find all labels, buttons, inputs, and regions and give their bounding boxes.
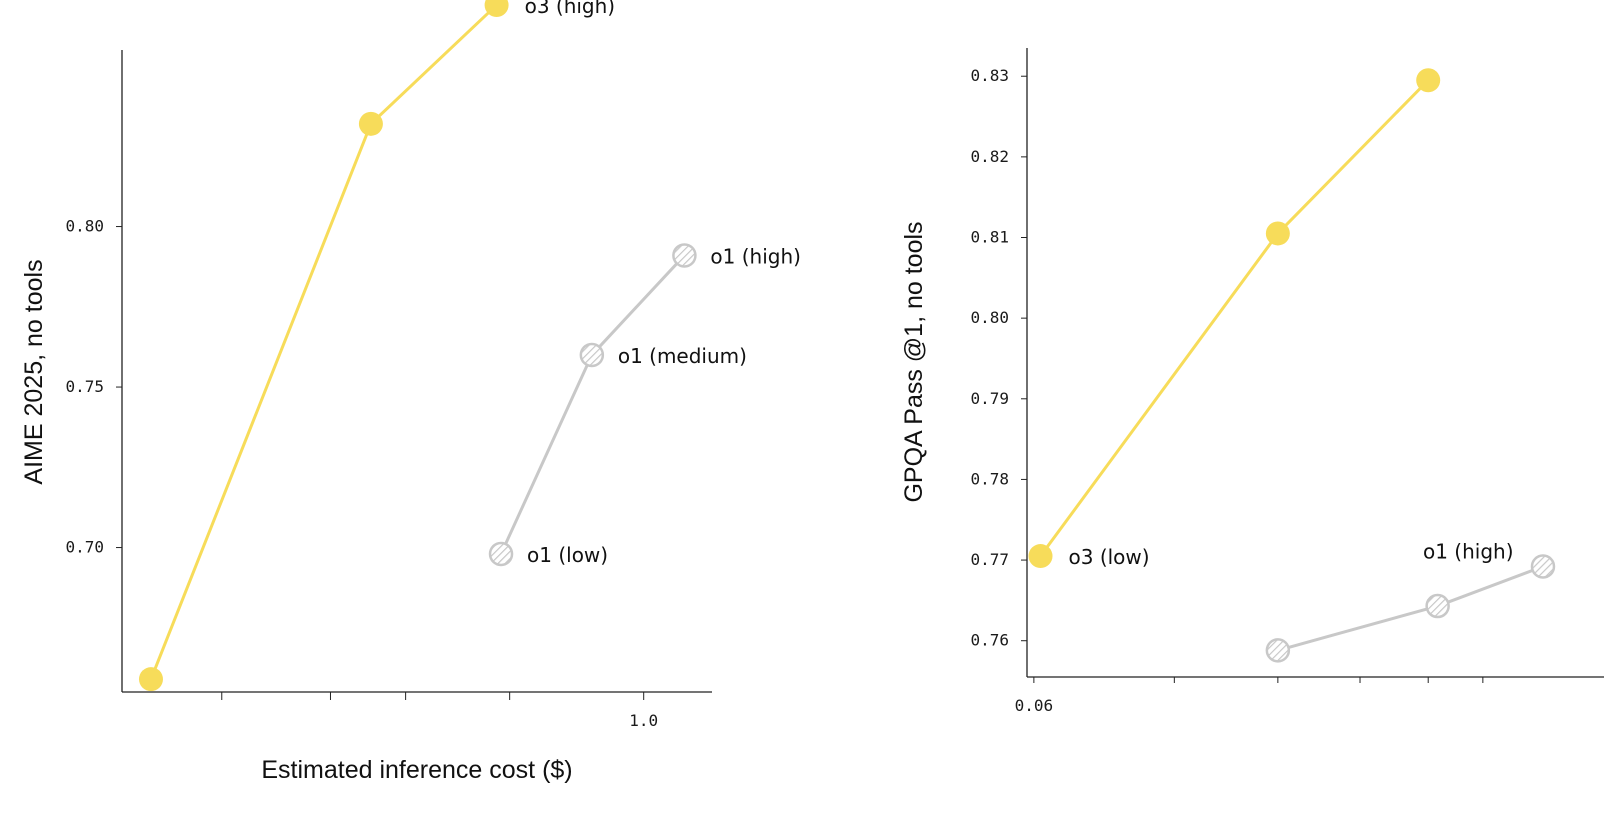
gpqa-point-labels: o3 (low) o1 (high) (1069, 540, 1514, 570)
aime-ticks: 0.70 0.75 0.80 1.0 (65, 217, 658, 730)
aime-o3-line (149, 3, 498, 680)
gpqa-o1-point (1265, 638, 1291, 663)
aime-chart: 0.70 0.75 0.80 1.0 o3 (high) o1 (low) o1 (med… (20, 0, 801, 784)
aime-o3-point (358, 111, 383, 136)
gpqa-y-tick-label: 0.77 (970, 550, 1009, 569)
gpqa-y-tick-label: 0.76 (970, 631, 1009, 650)
aime-y-axis-title: AIME 2025, no tools (20, 259, 48, 484)
gpqa-ticks: 0.76 0.77 0.78 0.79 0.80 0.81 0.82 0.83 0.06 (970, 66, 1484, 715)
gpqa-y-axis-title: GPQA Pass @1, no tools (900, 221, 928, 502)
gpqa-o3-point (1265, 221, 1290, 246)
gpqa-y-tick-label: 0.81 (970, 228, 1009, 247)
gpqa-y-tick-label: 0.80 (970, 308, 1009, 327)
aime-o3-point (484, 0, 509, 18)
aime-points (138, 0, 697, 692)
gpqa-o1-point (1530, 554, 1556, 579)
gpqa-o3-point (1028, 544, 1053, 569)
aime-o1-point-label: o1 (low) (527, 543, 608, 567)
aime-y-tick-label: 0.75 (65, 377, 104, 396)
aime-o3-point (138, 667, 163, 692)
gpqa-o1-point-label: o1 (high) (1423, 540, 1514, 564)
gpqa-o3-point (1416, 68, 1441, 93)
aime-o1-point-label: o1 (medium) (618, 344, 747, 368)
aime-o1-point-label: o1 (high) (710, 244, 801, 268)
aime-y-tick-label: 0.80 (65, 217, 104, 236)
gpqa-y-tick-label: 0.78 (970, 469, 1009, 488)
aime-o1-line (499, 254, 686, 555)
aime-o1-point (488, 541, 514, 567)
gpqa-o3-point-label: o3 (low) (1069, 545, 1150, 569)
gpqa-y-tick-label: 0.79 (970, 389, 1009, 408)
aime-series-lines (149, 3, 686, 680)
gpqa-o3-line (1039, 79, 1430, 557)
gpqa-points (1028, 68, 1556, 663)
gpqa-o1-point (1425, 593, 1450, 619)
gpqa-y-tick-label: 0.83 (970, 66, 1009, 85)
aime-x-tick-label: 1.0 (629, 711, 658, 730)
gpqa-y-tick-label: 0.82 (970, 147, 1009, 166)
gpqa-x-tick-label: 0.06 (1015, 696, 1054, 715)
gpqa-o1-line (1277, 565, 1544, 652)
gpqa-chart: 0.76 0.77 0.78 0.79 0.80 0.81 0.82 0.83 0.06 o3 … (900, 48, 1604, 715)
aime-o1-point (579, 342, 605, 368)
aime-y-tick-label: 0.70 (65, 538, 104, 557)
aime-x-axis-title: Estimated inference cost ($) (261, 756, 572, 784)
aime-point-labels: o3 (high) o1 (low) o1 (medium) o1 (high) (525, 0, 801, 567)
aime-o1-point (672, 243, 697, 268)
aime-o3-point-label: o3 (high) (525, 0, 616, 18)
